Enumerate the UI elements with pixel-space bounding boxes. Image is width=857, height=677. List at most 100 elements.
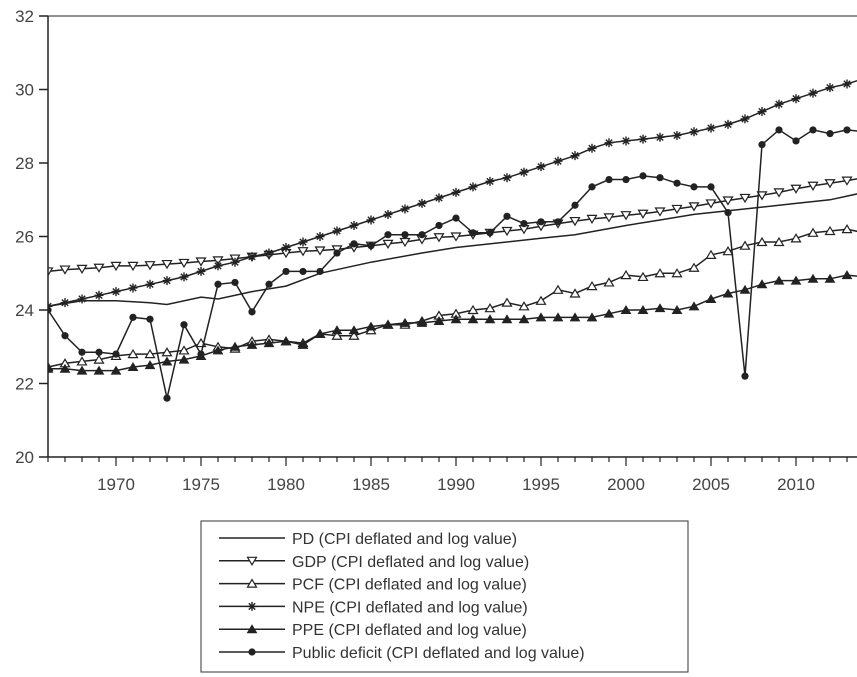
legend-label: PD (CPI deflated and log value) [292,531,517,548]
data-point [178,354,190,364]
data-point [180,321,188,329]
data-point [739,193,751,204]
data-point [518,301,530,311]
data-point [179,272,189,282]
data-point [468,182,478,192]
data-point [452,214,460,222]
data-point [246,624,258,634]
legend-box [200,520,689,673]
data-point [722,196,734,206]
data-point [314,246,326,256]
data-point [332,226,342,236]
data-point [757,107,767,117]
x-tick-label: 1970 [97,475,135,494]
data-point [569,312,581,322]
data-point [569,216,581,227]
data-point [94,290,104,300]
data-point [314,328,326,338]
data-point [790,233,802,243]
data-point [297,247,309,257]
data-point [756,191,768,201]
data-point [807,227,819,237]
data-point [93,354,105,364]
data-point [76,365,88,375]
data-point [688,301,700,311]
data-point [59,363,71,373]
data-point [484,314,496,324]
data-point [620,211,632,221]
data-point [93,263,105,273]
data-point [672,130,682,140]
data-point [127,348,139,359]
data-point [263,338,275,348]
data-point [348,325,360,335]
data-point [349,220,359,230]
data-point [485,176,495,186]
data-point [502,173,512,183]
data-point [553,156,563,166]
data-point [212,345,224,355]
legend-item: Public deficit (CPI deflated and log val… [219,645,585,662]
data-point [773,236,785,247]
y-tick-label: 22 [15,375,34,394]
data-point [740,114,750,124]
data-point [399,317,411,327]
data-point [790,275,802,285]
x-tick-label: 1990 [437,475,475,494]
data-point [144,360,156,370]
data-point [333,249,341,257]
data-point [552,312,564,322]
data-point [824,273,836,283]
data-point [350,240,358,248]
data-point [637,305,649,314]
data-point [178,345,190,355]
data-point [195,257,207,267]
data-point [586,280,598,291]
data-point [841,270,853,280]
data-point [501,297,513,307]
x-tick-label: 1995 [522,475,560,494]
data-point [161,356,173,366]
data-point [671,204,683,215]
data-point [723,119,733,129]
data-point [808,88,818,98]
data-point [637,209,649,219]
data-point [59,265,71,275]
data-point [246,578,258,588]
data-point [434,193,444,203]
data-point [384,231,392,239]
data-point [161,259,173,270]
y-tick-label: 26 [15,228,34,247]
data-point [637,271,649,282]
data-point [775,126,783,134]
legend-item: NPE (CPI deflated and log value) [219,599,528,616]
x-tick-label: 1975 [182,475,220,494]
data-point [178,258,190,269]
y-tick-group: 20 22 24 26 28 30 32 [15,7,48,467]
data-point [688,262,700,272]
data-point [724,209,732,217]
data-point [569,288,581,298]
data-point [162,276,172,286]
data-point [145,279,155,289]
data-point [78,348,86,356]
data-point [792,137,800,145]
data-point [348,330,360,340]
data-point [76,356,88,366]
data-point [197,350,205,358]
data-point [655,132,665,142]
data-point [365,321,377,331]
data-point [469,229,477,237]
x-tick-group: 1970 1975 1980 1985 1990 1995 2000 2005 2010 [47,457,848,494]
x-tick-label: 1980 [267,475,305,494]
data-point [230,257,240,267]
x-tick-label: 2000 [607,475,645,494]
legend-label: PPE (CPI deflated and log value) [292,622,527,639]
data-point [537,218,545,226]
data-point [705,294,717,303]
data-point [128,283,138,293]
data-point [756,279,768,289]
x-tick-label: 1985 [352,475,390,494]
legend-item: PPE (CPI deflated and log value) [219,622,527,639]
data-point [486,229,494,237]
